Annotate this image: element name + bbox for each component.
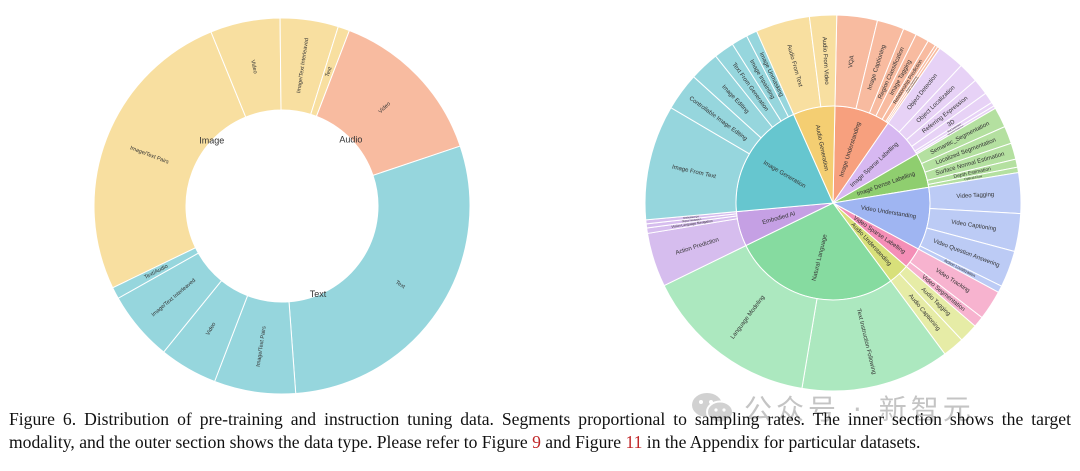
caption-text-1: Figure 6. Distribution of pre-training a… — [9, 409, 1071, 452]
outer-label-text-detection: Text Detection — [947, 122, 963, 133]
outer-label-video-tagging: Video Tagging — [956, 192, 994, 200]
watermark-text: 公众号 · 新智元 — [744, 393, 975, 426]
figure-9-link[interactable]: 9 — [532, 432, 541, 452]
outer-label-text: Text — [394, 280, 406, 291]
figure-11-link[interactable]: 11 — [625, 432, 643, 452]
caption-text-3: in the Appendix for particular datasets. — [642, 432, 921, 452]
outer-label-3d: 3D — [947, 119, 957, 129]
outer-segment-text-audio[interactable] — [112, 247, 200, 299]
outer-segment-audio-from-video[interactable] — [808, 14, 838, 108]
inner-label-image: Image — [199, 136, 224, 146]
inner-label-text: Text — [310, 289, 327, 299]
outer-label-vqa: VQA — [848, 55, 856, 68]
outer-label-image-text-pairs: Image/Text Pairs — [256, 326, 268, 368]
outer-label-vision-language-navigation: Vision-Language Navigation — [671, 219, 713, 229]
inner-label-audio: Audio — [339, 134, 362, 144]
outer-label-embodied-qa: Embodied QA — [683, 215, 699, 220]
watermark: 公众号 · 新智元 — [690, 388, 975, 428]
figure-caption: Figure 6. Distribution of pre-training a… — [9, 408, 1071, 454]
outer-label-object-navigation: Object Navigation — [682, 218, 703, 223]
outer-label-audio-from-video: Audio From Video — [821, 37, 830, 86]
caption-text-2: and Figure — [540, 432, 626, 452]
outer-label-text: Text — [325, 66, 334, 78]
outer-label-video: Video — [249, 59, 258, 74]
outer-segment-text[interactable] — [288, 145, 471, 395]
wechat-icon — [692, 393, 734, 424]
outer-segment-image-text-pairs[interactable] — [93, 31, 247, 289]
outer-label-optical-flow: Optical Flow — [964, 174, 983, 181]
